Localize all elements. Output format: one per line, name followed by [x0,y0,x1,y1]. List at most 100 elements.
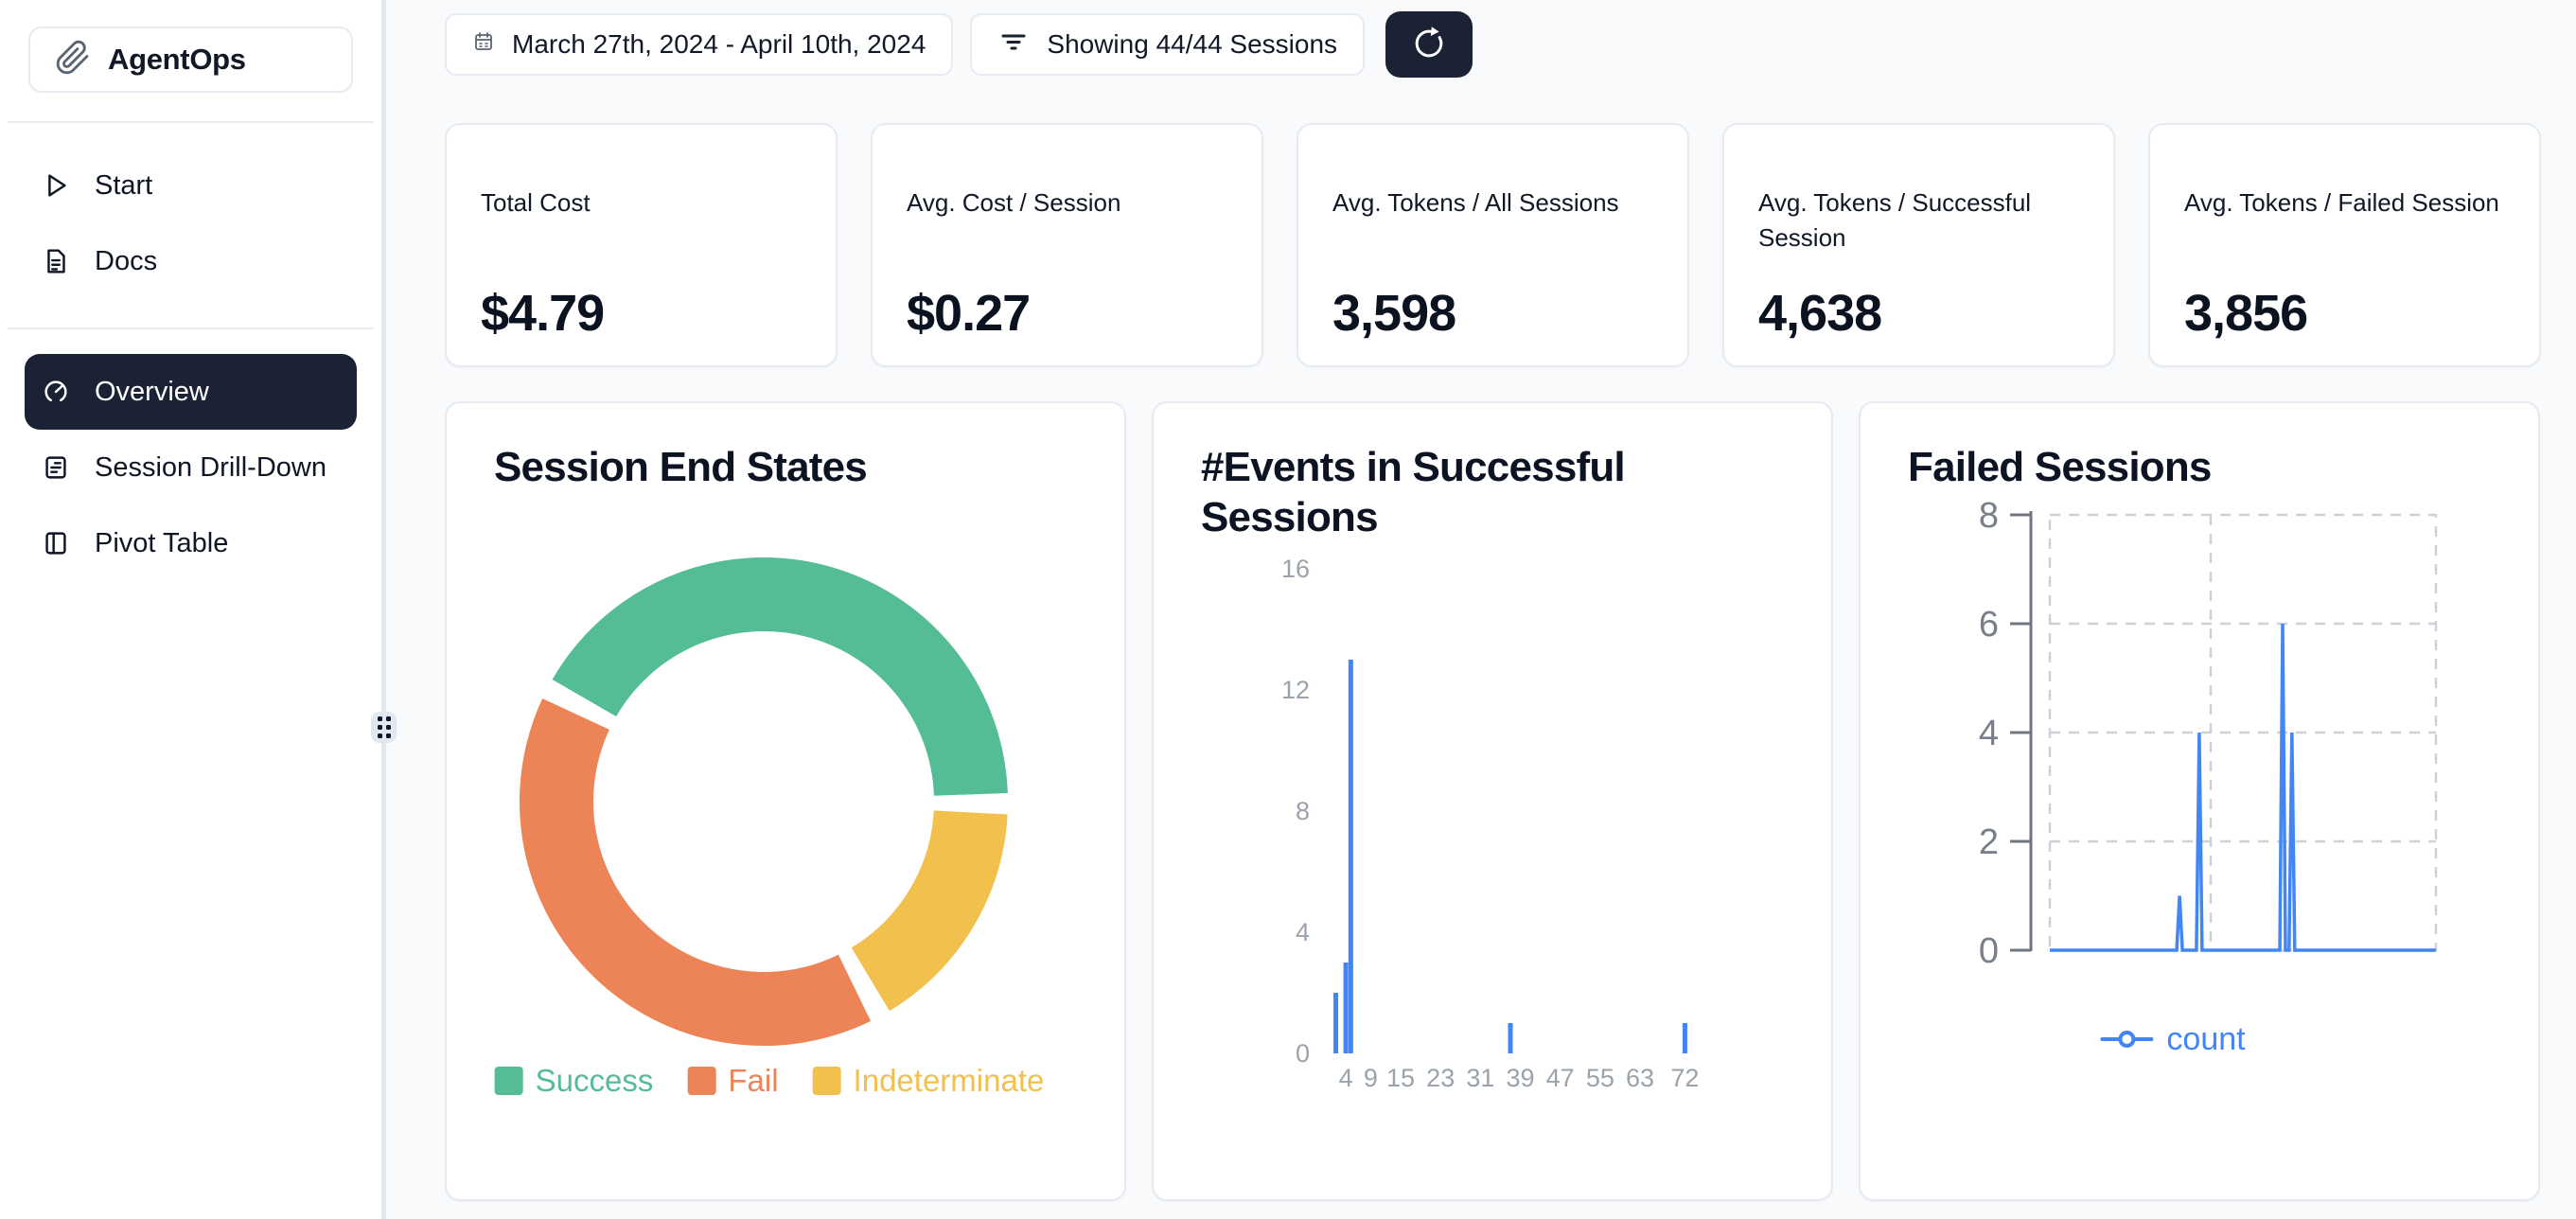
stat-value: $0.27 [907,285,1031,342]
y-tick-label: 16 [1281,555,1310,583]
bar[interactable] [1348,660,1353,1053]
donut-legend: Success Fail Indeterminate [494,1063,1045,1099]
chart-title: Session End States [494,444,868,490]
sidebar-nav-top: Start Docs [0,148,381,299]
legend-item-fail[interactable]: Fail [687,1063,779,1099]
stat-value: 3,856 [2184,285,2308,342]
topbar: March 27th, 2024 - April 10th, 2024 Show… [445,11,2541,78]
list-document-icon [40,451,72,484]
bar[interactable] [1682,1023,1687,1053]
sidebar: AgentOps Start Docs [0,0,381,1219]
sidebar-item-overview[interactable]: Overview [25,354,357,430]
date-range-button[interactable]: March 27th, 2024 - April 10th, 2024 [445,13,954,76]
donut-chart[interactable] [447,403,1126,1201]
x-tick-label: 47 [1546,1064,1575,1092]
legend-item-success[interactable]: Success [494,1063,654,1099]
legend-label: Fail [728,1063,779,1098]
stat-value: 3,598 [1332,285,1456,342]
sidebar-nav-views: Overview Session Drill-Down [0,354,381,581]
donut-segment-fail[interactable] [520,698,872,1046]
stat-card-avg-cost-session: Avg. Cost / Session $0.27 [871,123,1263,367]
stats-row: Total Cost $4.79 Avg. Cost / Session $0.… [445,123,2541,367]
stat-label: Total Cost [481,188,591,217]
y-tick-label: 4 [1979,714,1999,753]
sidebar-item-start[interactable]: Start [25,148,357,223]
failed-sessions-line-chart[interactable]: 0 2 4 6 8 [1861,403,2540,1201]
y-tick-label: 0 [1979,931,1999,971]
sessions-filter-button[interactable]: Showing 44/44 Sessions [970,13,1366,76]
legend-swatch [812,1067,841,1095]
x-tick-label: 63 [1626,1064,1654,1092]
stat-label: Avg. Tokens / Failed Session [2184,188,2499,217]
count-legend[interactable]: count [2100,1021,2246,1058]
chart-title: #Events in Successful Sessions [1201,444,1626,540]
chart-title: Failed Sessions [1908,444,2212,490]
x-tick-label: 9 [1364,1064,1378,1092]
sidebar-divider [8,121,374,123]
columns-icon [40,527,72,559]
legend-item-indeterminate[interactable]: Indeterminate [812,1063,1045,1099]
bar[interactable] [1333,993,1339,1053]
stat-card-avg-tokens-successful: Avg. Tokens / Successful Session 4,638 [1722,123,2115,367]
count-line-series[interactable] [2050,623,2436,952]
x-tick-label: 23 [1426,1064,1455,1092]
sidebar-item-label: Docs [95,245,158,276]
stat-label: Avg. Tokens / Successful Session [1758,188,2032,252]
sidebar-item-label: Pivot Table [95,527,229,558]
sessions-filter-label: Showing 44/44 Sessions [1047,29,1338,59]
legend-label: Indeterminate [853,1063,1045,1098]
stat-value: 4,638 [1758,285,1882,342]
x-tick-label: 31 [1466,1064,1494,1092]
x-tick-label: 4 [1339,1064,1353,1092]
x-tick-label: 72 [1670,1064,1699,1092]
y-tick-label: 8 [1979,496,1999,536]
stat-label: Avg. Cost / Session [907,188,1121,217]
x-tick-label: 39 [1507,1064,1535,1092]
logo-text: AgentOps [108,43,246,76]
refresh-icon [1408,23,1450,67]
refresh-button[interactable] [1385,11,1473,78]
logo[interactable]: AgentOps [28,26,353,93]
resize-handle-grip[interactable] [371,712,397,743]
sidebar-divider [8,327,374,329]
y-tick-label: 8 [1296,797,1310,825]
legend-swatch [494,1067,523,1095]
agentops-logo-icon [55,40,91,80]
charts-row: Session End States Success Fail Indetermin… [445,401,2541,1201]
failed-sessions-card: Failed Sessions 0 2 4 6 8 count [1859,401,2540,1201]
events-histogram-card: #Events in Successful Sessions 0 4 8 12 16 4 9… [1152,401,1833,1201]
sidebar-resizer[interactable] [371,0,397,1219]
x-tick-label: 55 [1586,1064,1614,1092]
bar[interactable] [1508,1023,1513,1053]
session-end-states-card: Session End States Success Fail Indetermin… [445,401,1126,1201]
sidebar-item-label: Overview [95,376,209,407]
donut-segment-indeterminate[interactable] [850,809,1008,1012]
stat-card-avg-tokens-failed: Avg. Tokens / Failed Session 3,856 [2148,123,2541,367]
stat-label: Avg. Tokens / All Sessions [1332,188,1619,217]
y-tick-label: 12 [1281,676,1310,704]
y-tick-label: 2 [1979,822,1999,862]
filter-icon [997,26,1030,64]
calendar-icon [472,29,495,60]
sidebar-item-session-drill-down[interactable]: Session Drill-Down [25,430,357,505]
sidebar-item-pivot-table[interactable]: Pivot Table [25,505,357,581]
stat-card-avg-tokens-all: Avg. Tokens / All Sessions 3,598 [1297,123,1689,367]
stat-card-total-cost: Total Cost $4.79 [445,123,838,367]
count-legend-label: count [2166,1021,2246,1057]
bar[interactable] [1343,963,1349,1053]
donut-segment-success[interactable] [552,557,1008,797]
sidebar-item-label: Session Drill-Down [95,451,326,483]
document-icon [40,245,72,277]
main-content: March 27th, 2024 - April 10th, 2024 Show… [386,0,2576,1219]
sidebar-item-label: Start [95,169,153,201]
sidebar-item-docs[interactable]: Docs [25,223,357,299]
y-tick-label: 0 [1296,1039,1310,1068]
legend-swatch [687,1067,716,1095]
legend-label: Success [535,1063,654,1098]
y-tick-label: 6 [1979,605,1999,645]
stat-value: $4.79 [481,285,605,342]
play-icon [40,169,72,202]
gauge-icon [40,376,72,408]
